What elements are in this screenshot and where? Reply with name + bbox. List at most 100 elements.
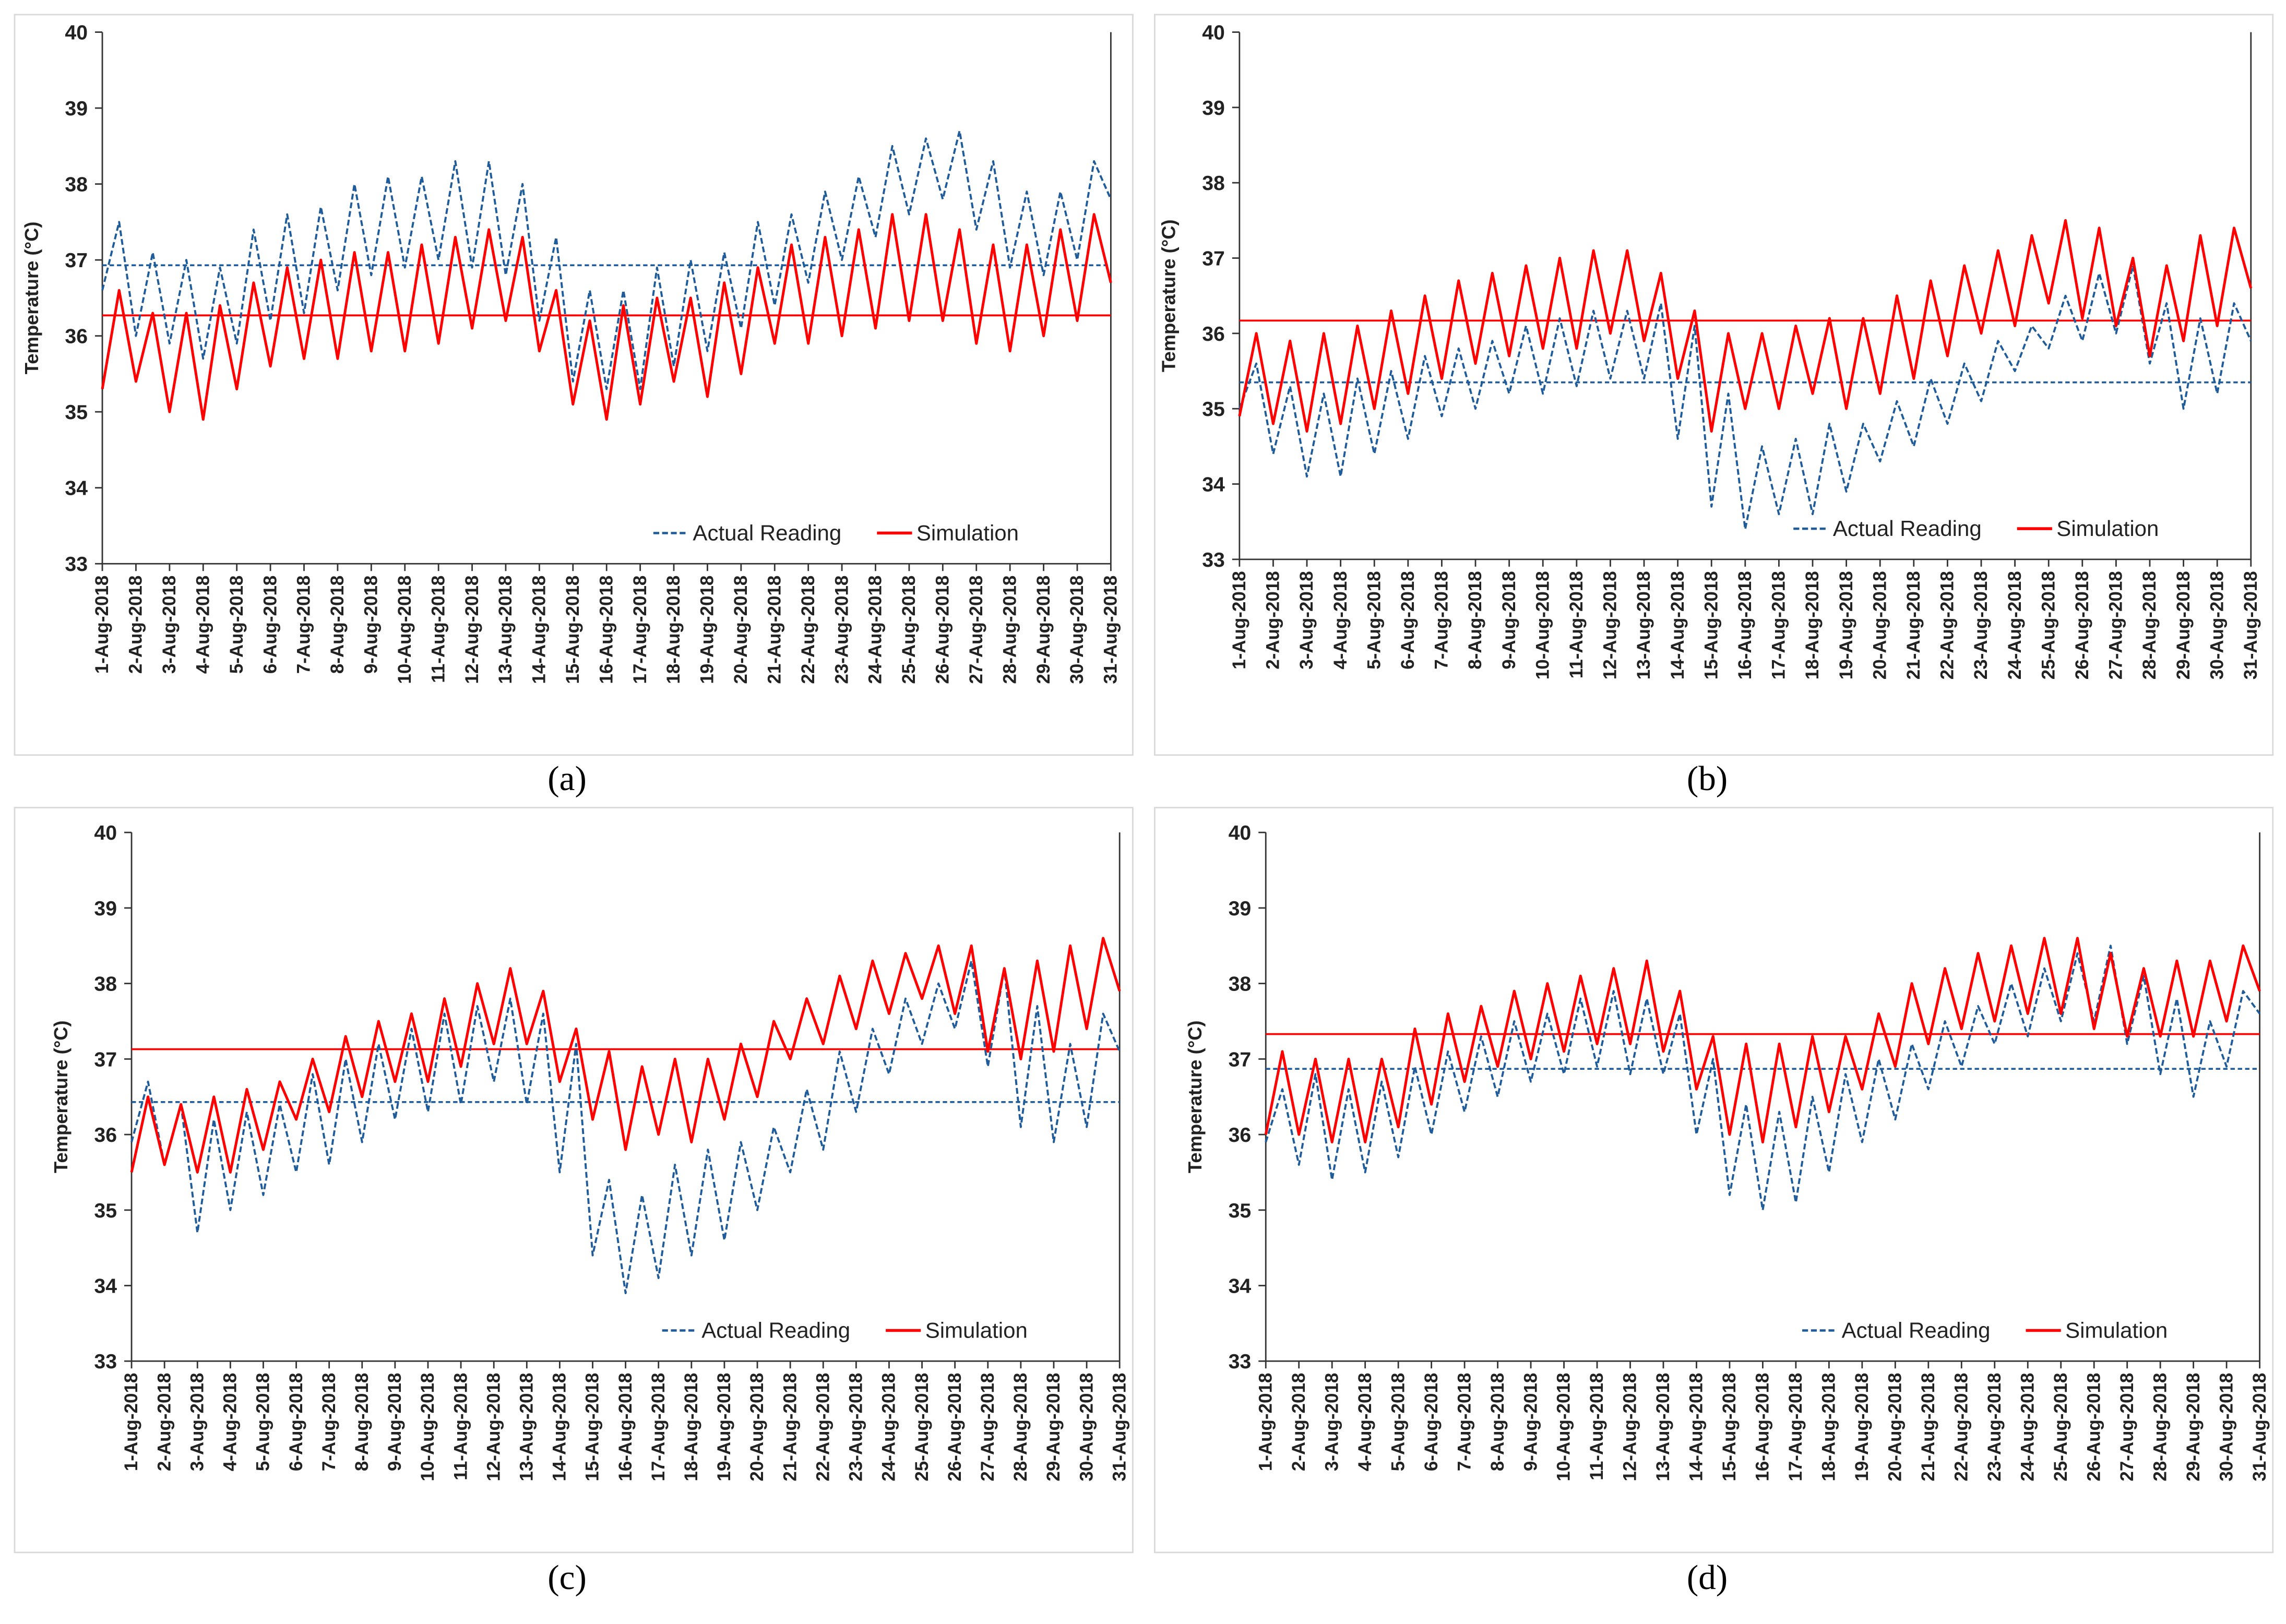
x-tick-label: 10-Aug-2018 xyxy=(1532,571,1553,679)
x-tick-label: 6-Aug-2018 xyxy=(260,576,280,674)
x-tick-label: 20-Aug-2018 xyxy=(731,576,751,684)
x-tick-label: 16-Aug-2018 xyxy=(615,1373,636,1482)
y-tick-label: 37 xyxy=(94,1048,117,1071)
x-tick-label: 20-Aug-2018 xyxy=(1870,571,1890,679)
x-tick-label: 22-Aug-2018 xyxy=(813,1373,833,1482)
y-tick-label: 40 xyxy=(94,822,117,844)
x-tick-label: 20-Aug-2018 xyxy=(747,1373,767,1482)
x-tick-label: 22-Aug-2018 xyxy=(1937,571,1958,679)
x-tick-label: 19-Aug-2018 xyxy=(1836,571,1856,679)
x-tick-label: 7-Aug-2018 xyxy=(1454,1373,1474,1472)
x-tick-label: 9-Aug-2018 xyxy=(361,576,382,674)
x-tick-label: 25-Aug-2018 xyxy=(2038,571,2058,679)
y-tick-label: 39 xyxy=(1229,898,1252,920)
x-tick-label: 7-Aug-2018 xyxy=(319,1373,339,1472)
x-tick-label: 8-Aug-2018 xyxy=(327,576,348,674)
chart-panel: 33 34 35 36 37 38 39 40 1-Aug-2018 2-Aug-2018 3-Au… xyxy=(1154,807,2274,1597)
y-tick-label: 34 xyxy=(94,1275,117,1298)
x-tick-label: 23-Aug-2018 xyxy=(1971,571,1991,679)
x-tick-label: 25-Aug-2018 xyxy=(912,1373,932,1482)
legend-label: Simulation xyxy=(2065,1318,2168,1342)
x-tick-label: 12-Aug-2018 xyxy=(483,1373,504,1482)
x-tick-label: 28-Aug-2018 xyxy=(1010,1373,1031,1482)
x-tick-label: 13-Aug-2018 xyxy=(1634,571,1654,679)
x-tick-label: 26-Aug-2018 xyxy=(2072,571,2092,679)
y-tick-label: 39 xyxy=(1202,97,1225,120)
x-tick-label: 23-Aug-2018 xyxy=(831,576,852,684)
x-tick-label: 11-Aug-2018 xyxy=(1587,1373,1607,1480)
panel-border xyxy=(1154,807,2274,1554)
x-tick-label: 15-Aug-2018 xyxy=(1719,1373,1740,1482)
y-tick-label: 33 xyxy=(94,1351,117,1373)
data-line xyxy=(1265,945,2261,1211)
y-tick-label: 38 xyxy=(1229,973,1252,996)
x-tick-label: 14-Aug-2018 xyxy=(1668,571,1688,679)
x-tick-label: 5-Aug-2018 xyxy=(227,576,247,674)
x-tick-label: 19-Aug-2018 xyxy=(714,1373,734,1482)
x-tick-label: 1-Aug-2018 xyxy=(92,576,112,674)
legend-label: Actual Reading xyxy=(701,1318,850,1342)
x-tick-label: 11-Aug-2018 xyxy=(428,576,448,683)
x-tick-label: 9-Aug-2018 xyxy=(385,1373,405,1472)
data-line xyxy=(130,960,1121,1294)
x-tick-label: 2-Aug-2018 xyxy=(154,1373,174,1472)
x-tick-label: 29-Aug-2018 xyxy=(2173,571,2194,679)
x-tick-label: 13-Aug-2018 xyxy=(516,1373,537,1482)
legend-label: Simulation xyxy=(2056,516,2159,541)
y-tick-label: 38 xyxy=(65,174,88,196)
x-tick-label: 28-Aug-2018 xyxy=(2150,1373,2170,1482)
x-tick-label: 29-Aug-2018 xyxy=(1033,576,1054,684)
x-tick-label: 17-Aug-2018 xyxy=(648,1373,669,1482)
panel-caption: (c) xyxy=(547,1558,587,1597)
x-tick-label: 12-Aug-2018 xyxy=(1600,571,1621,679)
x-tick-label: 31-Aug-2018 xyxy=(2241,571,2261,679)
x-tick-label: 12-Aug-2018 xyxy=(1620,1373,1640,1482)
x-tick-label: 10-Aug-2018 xyxy=(1554,1373,1574,1482)
y-tick-label: 40 xyxy=(1202,22,1225,44)
x-tick-label: 5-Aug-2018 xyxy=(1388,1373,1408,1472)
x-tick-label: 31-Aug-2018 xyxy=(1101,576,1121,684)
panel-caption: (b) xyxy=(1687,759,1728,798)
y-tick-label: 36 xyxy=(1202,323,1225,345)
y-axis-label: Temperature (°C) xyxy=(1184,1020,1206,1173)
x-tick-label: 1-Aug-2018 xyxy=(1255,1373,1276,1472)
x-tick-label: 10-Aug-2018 xyxy=(395,576,415,684)
y-tick-label: 36 xyxy=(65,326,88,348)
x-tick-label: 28-Aug-2018 xyxy=(2139,571,2160,679)
x-tick-label: 22-Aug-2018 xyxy=(798,576,818,684)
y-tick-label: 37 xyxy=(1229,1048,1252,1071)
x-tick-label: 30-Aug-2018 xyxy=(2207,571,2227,679)
x-tick-label: 2-Aug-2018 xyxy=(1263,571,1283,670)
x-tick-label: 27-Aug-2018 xyxy=(2117,1373,2137,1482)
x-tick-label: 26-Aug-2018 xyxy=(945,1373,965,1482)
panel-border xyxy=(1154,14,2274,756)
y-tick-label: 35 xyxy=(1229,1200,1252,1222)
x-tick-label: 4-Aug-2018 xyxy=(193,576,213,674)
data-line xyxy=(1264,937,2261,1144)
x-tick-label: 24-Aug-2018 xyxy=(879,1373,899,1482)
x-tick-label: 9-Aug-2018 xyxy=(1499,571,1519,670)
x-tick-label: 17-Aug-2018 xyxy=(630,576,650,684)
y-tick-label: 36 xyxy=(1229,1124,1252,1147)
y-tick-label: 33 xyxy=(1229,1351,1252,1373)
chart-panel: 33 34 35 36 37 38 39 40 1-Aug-2018 2-Aug-2018 3-Au… xyxy=(1154,14,2274,798)
x-tick-label: 16-Aug-2018 xyxy=(1753,1373,1773,1482)
y-tick-label: 35 xyxy=(94,1200,117,1222)
x-tick-label: 7-Aug-2018 xyxy=(294,576,314,674)
y-tick-label: 37 xyxy=(65,249,88,272)
x-tick-label: 14-Aug-2018 xyxy=(529,576,550,684)
legend-label: Actual Reading xyxy=(1833,516,1982,541)
x-tick-label: 30-Aug-2018 xyxy=(1067,576,1087,684)
x-tick-label: 21-Aug-2018 xyxy=(1903,571,1924,679)
x-tick-label: 27-Aug-2018 xyxy=(966,576,986,684)
x-tick-label: 1-Aug-2018 xyxy=(1229,571,1249,670)
x-tick-label: 5-Aug-2018 xyxy=(253,1373,273,1472)
y-axis-label: Temperature (°C) xyxy=(1158,219,1180,372)
y-axis-label: Temperature (°C) xyxy=(50,1020,72,1173)
x-tick-label: 17-Aug-2018 xyxy=(1769,571,1789,679)
x-tick-label: 18-Aug-2018 xyxy=(663,576,684,684)
x-tick-label: 10-Aug-2018 xyxy=(418,1373,438,1482)
x-tick-label: 13-Aug-2018 xyxy=(1653,1373,1673,1482)
x-tick-label: 18-Aug-2018 xyxy=(1819,1373,1839,1482)
